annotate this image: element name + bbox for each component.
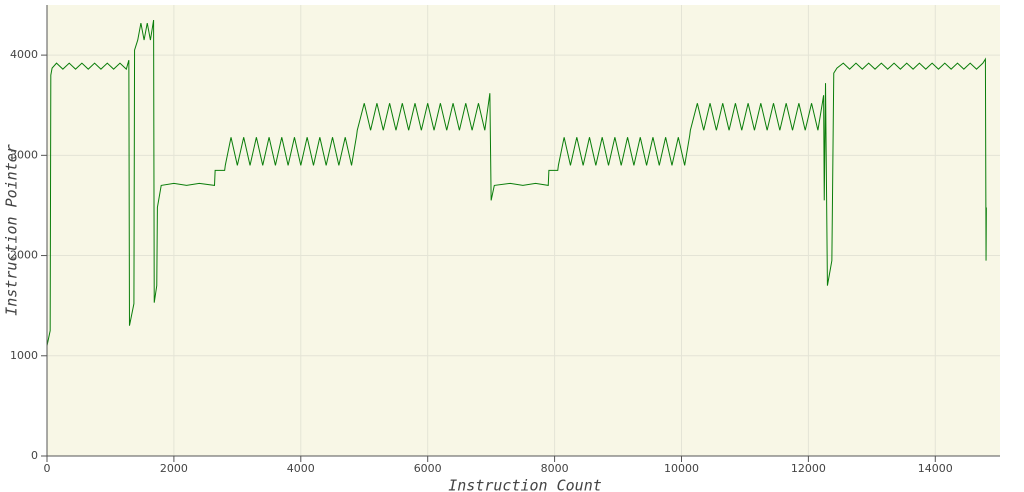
marks bbox=[46, 19, 987, 346]
plot-area bbox=[47, 5, 1000, 456]
y-tick-label: 2000 bbox=[10, 249, 38, 262]
x-tick-label: 8000 bbox=[541, 462, 569, 475]
y-tick-label: 4000 bbox=[10, 48, 38, 61]
data-line bbox=[46, 19, 987, 346]
x-tick-label: 12000 bbox=[791, 462, 826, 475]
x-tick-label: 6000 bbox=[414, 462, 442, 475]
y-axis-title: Instruction Pointer bbox=[3, 144, 21, 316]
x-tick-label: 4000 bbox=[287, 462, 315, 475]
x-tick-label: 14000 bbox=[918, 462, 953, 475]
x-tick-label: 0 bbox=[44, 462, 51, 475]
x-tick-label: 2000 bbox=[160, 462, 188, 475]
y-tick-label: 1000 bbox=[10, 349, 38, 362]
x-tick-label: 10000 bbox=[664, 462, 699, 475]
y-tick-label: 0 bbox=[31, 449, 38, 462]
y-tick-label: 3000 bbox=[10, 148, 38, 161]
x-axis-title: Instruction Count bbox=[448, 477, 602, 492]
